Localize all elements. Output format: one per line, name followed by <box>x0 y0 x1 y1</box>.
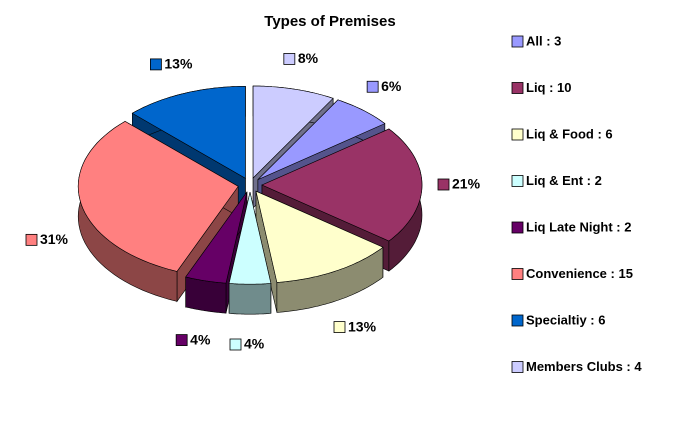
label-swatch <box>150 58 162 71</box>
slice-top <box>185 191 248 284</box>
label-swatch <box>229 338 242 351</box>
label-swatch <box>333 321 346 333</box>
data-label: 8% <box>298 50 319 66</box>
data-label: 6% <box>381 78 402 94</box>
legend-label: Convenience : 15 <box>526 266 633 281</box>
label-swatch <box>25 233 38 246</box>
slice-top <box>228 192 272 285</box>
data-label: 13% <box>164 56 193 72</box>
slice <box>255 190 384 313</box>
chart-title: Types of Premises <box>264 13 395 30</box>
slice-top <box>131 85 246 179</box>
data-label: 21% <box>452 176 481 192</box>
legend-swatch <box>511 268 524 280</box>
legend-label: Specialtiy : 6 <box>526 312 605 327</box>
legend-label: Liq : 10 <box>526 80 572 95</box>
data-label: 4% <box>244 336 265 352</box>
legend-label: Members Clubs : 4 <box>526 359 642 374</box>
legend-swatch <box>511 361 524 373</box>
slice-wall <box>228 283 272 315</box>
legend-swatch <box>511 175 524 187</box>
legend-label: Liq & Ent : 2 <box>526 173 602 188</box>
slice <box>228 192 272 315</box>
legend-swatch <box>511 82 524 94</box>
slice-top <box>252 85 334 179</box>
legend-label: Liq & Food : 6 <box>526 126 613 141</box>
legend-label: All : 3 <box>526 33 561 48</box>
slice-top <box>257 99 386 180</box>
data-label: 31% <box>40 231 69 247</box>
legend-swatch <box>511 221 524 234</box>
label-swatch <box>175 334 188 346</box>
data-label: 13% <box>348 318 377 334</box>
legend-swatch <box>511 128 524 141</box>
legend-swatch <box>511 35 524 48</box>
legend-swatch <box>511 314 524 327</box>
slice-top <box>77 121 239 272</box>
label-swatch <box>283 53 296 65</box>
slice-top <box>255 190 384 283</box>
legend-label: Liq Late Night : 2 <box>526 219 631 234</box>
label-swatch <box>366 80 379 93</box>
label-swatch <box>437 178 450 191</box>
slice-top <box>261 128 423 242</box>
data-label: 4% <box>190 331 211 347</box>
